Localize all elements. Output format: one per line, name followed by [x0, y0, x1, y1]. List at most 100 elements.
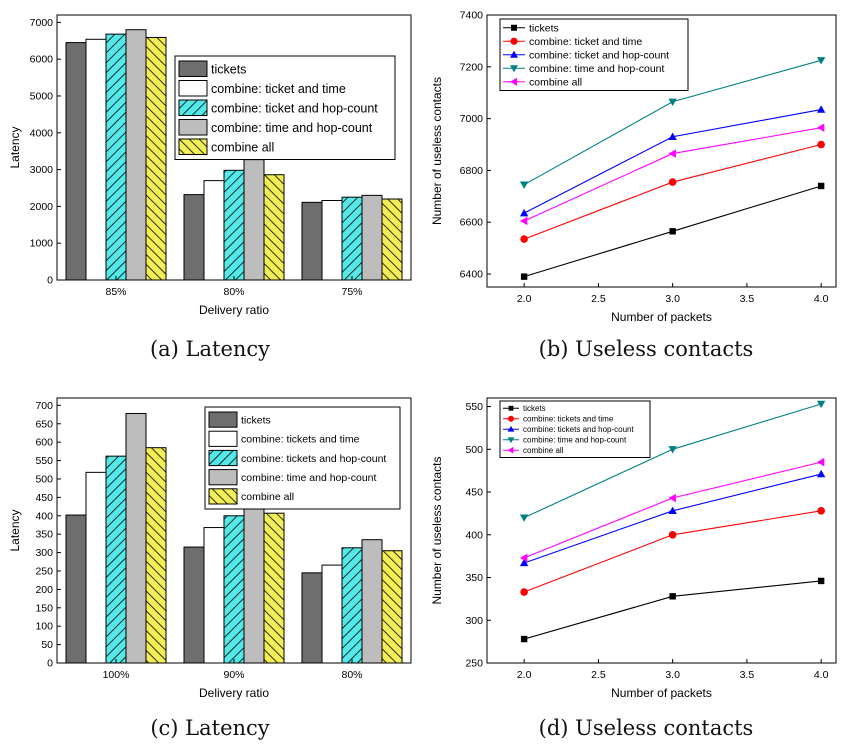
legend-label: combine: time and hop-count [241, 472, 376, 484]
bar [105, 33, 127, 281]
y-tick-label: 7000 [460, 113, 484, 125]
legend-marker [510, 50, 518, 58]
legend-marker [510, 37, 518, 45]
data-point [816, 123, 825, 132]
data-point [816, 469, 826, 478]
bar [361, 539, 383, 664]
bar [125, 29, 147, 281]
legend-marker [507, 446, 514, 454]
bar [183, 546, 205, 664]
x-tick-label: 85% [105, 286, 126, 298]
legend-label: combine: ticket and hop-count [529, 50, 669, 62]
series-line [523, 143, 822, 240]
data-point [520, 235, 528, 243]
legend-label: combine: ticket and time [211, 82, 346, 96]
y-tick-label: 6000 [30, 54, 54, 66]
x-tick-label: 3.5 [740, 293, 755, 305]
x-tick-label: 3.0 [665, 293, 680, 305]
bar [223, 515, 245, 664]
chart-a-latency: 85% 80% 75% 0 1000 2000 3000 4000 5000 6000 7000 La… [8, 14, 412, 317]
y-tick-label: 0 [47, 275, 53, 287]
data-point [816, 400, 826, 409]
chart-d-useless-contacts: 2.0 2.5 3.0 3.5 4.0 250 300 350 400 450 500 550 Numb… [430, 397, 837, 700]
bar [243, 159, 265, 281]
legend-swatch [208, 449, 238, 467]
data-point [817, 182, 825, 190]
legend-marker [507, 425, 515, 432]
legend-label: combine all [523, 446, 564, 455]
bar [361, 194, 383, 281]
y-tick-label: 150 [35, 602, 53, 614]
y-tick-label: 450 [35, 492, 53, 504]
y-tick-label: 1000 [30, 238, 54, 250]
y-tick-label: 700 [35, 400, 53, 412]
caption-c: (c) Latency [150, 716, 270, 740]
legend-label: combine all [529, 77, 582, 89]
x-tick-label: 75% [341, 286, 362, 298]
y-tick-label: 300 [465, 615, 483, 627]
bar [203, 527, 225, 664]
legend-swatch [208, 430, 238, 447]
data-point [668, 530, 677, 539]
data-point [520, 588, 528, 596]
data-point [816, 105, 826, 113]
y-tick-label: 550 [35, 455, 53, 467]
data-point [519, 553, 528, 563]
x-axis-label: Number of packets [611, 686, 712, 700]
y-tick-label: 7000 [30, 17, 54, 29]
y-tick-label: 400 [465, 529, 483, 541]
data-point [668, 446, 677, 454]
data-point [519, 181, 529, 189]
legend-swatch [208, 411, 238, 428]
x-tick-label: 2.0 [517, 293, 532, 305]
data-point [817, 140, 825, 149]
y-axis-label: Latency [8, 126, 22, 168]
y-tick-label: 7400 [460, 10, 484, 22]
x-tick-label: 90% [223, 669, 244, 681]
legend-marker [510, 77, 517, 86]
legend-box [174, 55, 396, 160]
y-tick-label: 500 [35, 473, 53, 485]
bar [263, 174, 285, 281]
legend-label: combine: tickets and time [523, 415, 614, 424]
caption-d: (d) Useless contacts [538, 716, 754, 740]
y-tick-label: 250 [465, 658, 483, 670]
bar [321, 564, 343, 664]
data-point [519, 216, 528, 226]
bar [243, 495, 265, 664]
plot-frame [56, 14, 412, 281]
bar [65, 42, 87, 281]
y-tick-label: 0 [47, 658, 53, 670]
data-point [520, 273, 528, 280]
y-tick-label: 650 [35, 418, 53, 430]
bar [321, 200, 343, 281]
y-tick-label: 350 [465, 572, 483, 584]
data-point [668, 98, 677, 106]
legend-label: combine: ticket and hop-count [211, 101, 378, 115]
bar [301, 572, 323, 664]
bar [65, 514, 87, 664]
y-tick-label: 600 [35, 437, 53, 449]
x-axis-label: Delivery ratio [199, 686, 269, 700]
data-point [668, 493, 676, 503]
bar [301, 201, 323, 281]
x-tick-label: 100% [103, 669, 130, 681]
y-tick-label: 200 [35, 584, 53, 596]
data-point [816, 57, 826, 65]
series-line [523, 510, 822, 593]
data-point [817, 507, 825, 515]
data-point [668, 132, 677, 140]
x-axis-label: Number of packets [611, 310, 712, 324]
data-point [519, 208, 529, 217]
plot-frame [486, 397, 837, 664]
plot-frame [486, 14, 837, 288]
data-point [669, 228, 676, 235]
x-tick-label: 2.5 [591, 669, 606, 681]
legend-label: combine: ticket and time [529, 36, 642, 48]
legend-marker [507, 437, 515, 444]
y-tick-label: 3000 [30, 164, 54, 176]
legend-label: combine: tickets and time [241, 434, 360, 446]
series-line [523, 109, 822, 214]
